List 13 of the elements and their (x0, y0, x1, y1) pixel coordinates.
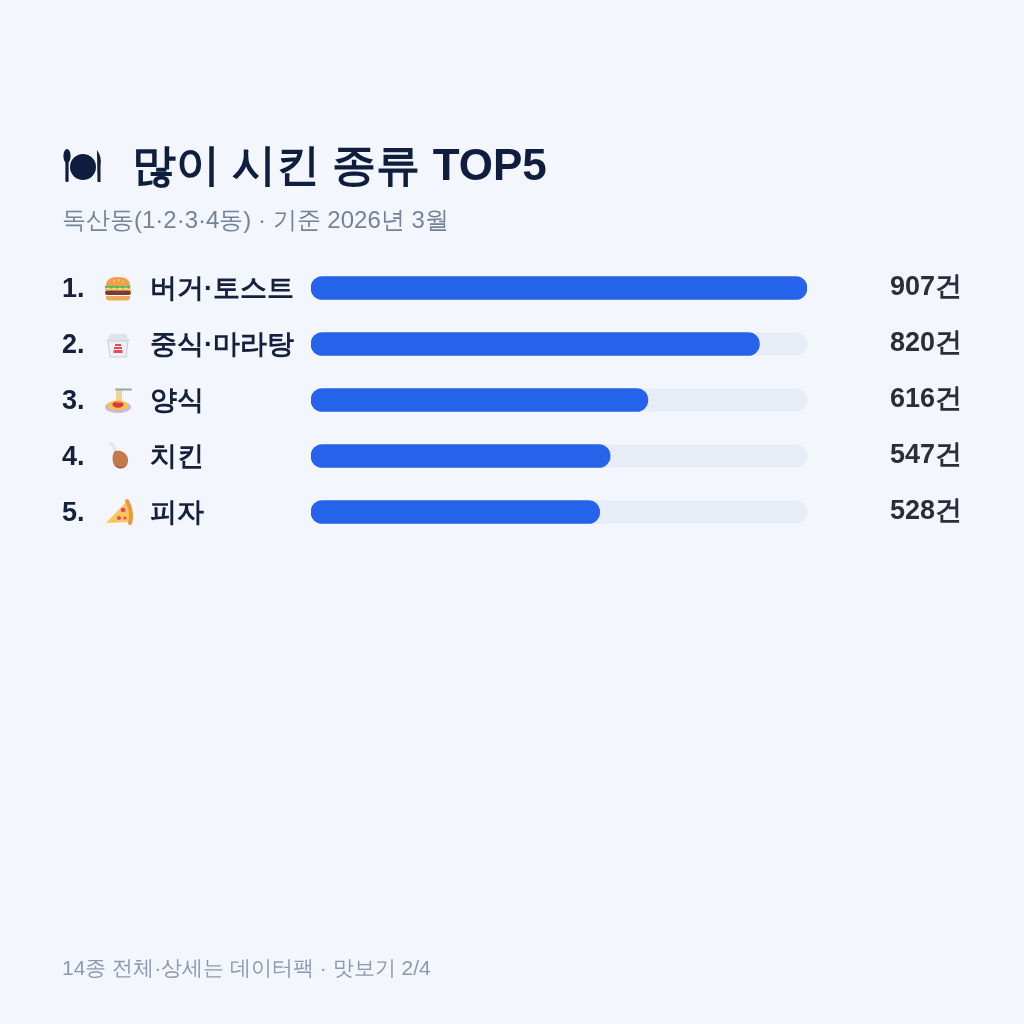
category-label: 1. 버거·토스트 (62, 272, 294, 303)
category-label: 5. 피자 (62, 496, 204, 527)
category-label: 2. 중식·마라탕 (62, 328, 294, 359)
category-label: 3. 양식 (62, 384, 204, 415)
data-label: 528건 (889, 495, 962, 526)
text: 14종 전체·상세는 데이터팩 · 맛보기 2/4 (62, 955, 431, 981)
data-label: 616건 (889, 383, 962, 414)
data-label: 907건 (889, 271, 962, 302)
category-label: 4. 치킨 (62, 440, 204, 471)
data-label: 547건 (889, 439, 962, 470)
data-label: 820건 (889, 327, 962, 358)
chart-title: 많이 시킨 종류 TOP5 (132, 138, 547, 191)
chart-subtitle: 독산동(1·2·3·4동) · 기준 2026년 3월 (62, 205, 449, 235)
